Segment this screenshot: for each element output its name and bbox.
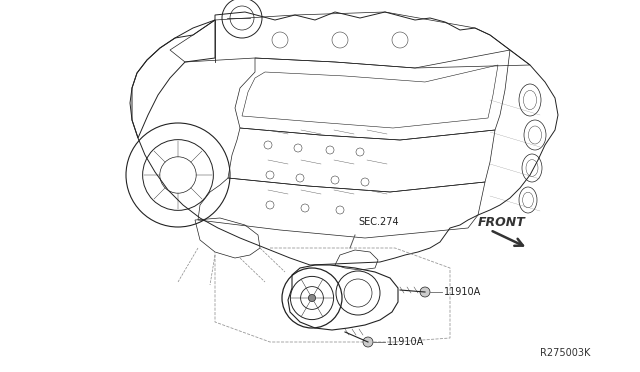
Text: FRONT: FRONT	[478, 215, 525, 228]
Circle shape	[363, 337, 373, 347]
Text: 11910A: 11910A	[444, 287, 481, 297]
Text: SEC.274: SEC.274	[358, 217, 399, 227]
Circle shape	[308, 294, 316, 302]
Circle shape	[420, 287, 430, 297]
Text: R275003K: R275003K	[540, 348, 590, 358]
Text: 11910A: 11910A	[387, 337, 424, 347]
